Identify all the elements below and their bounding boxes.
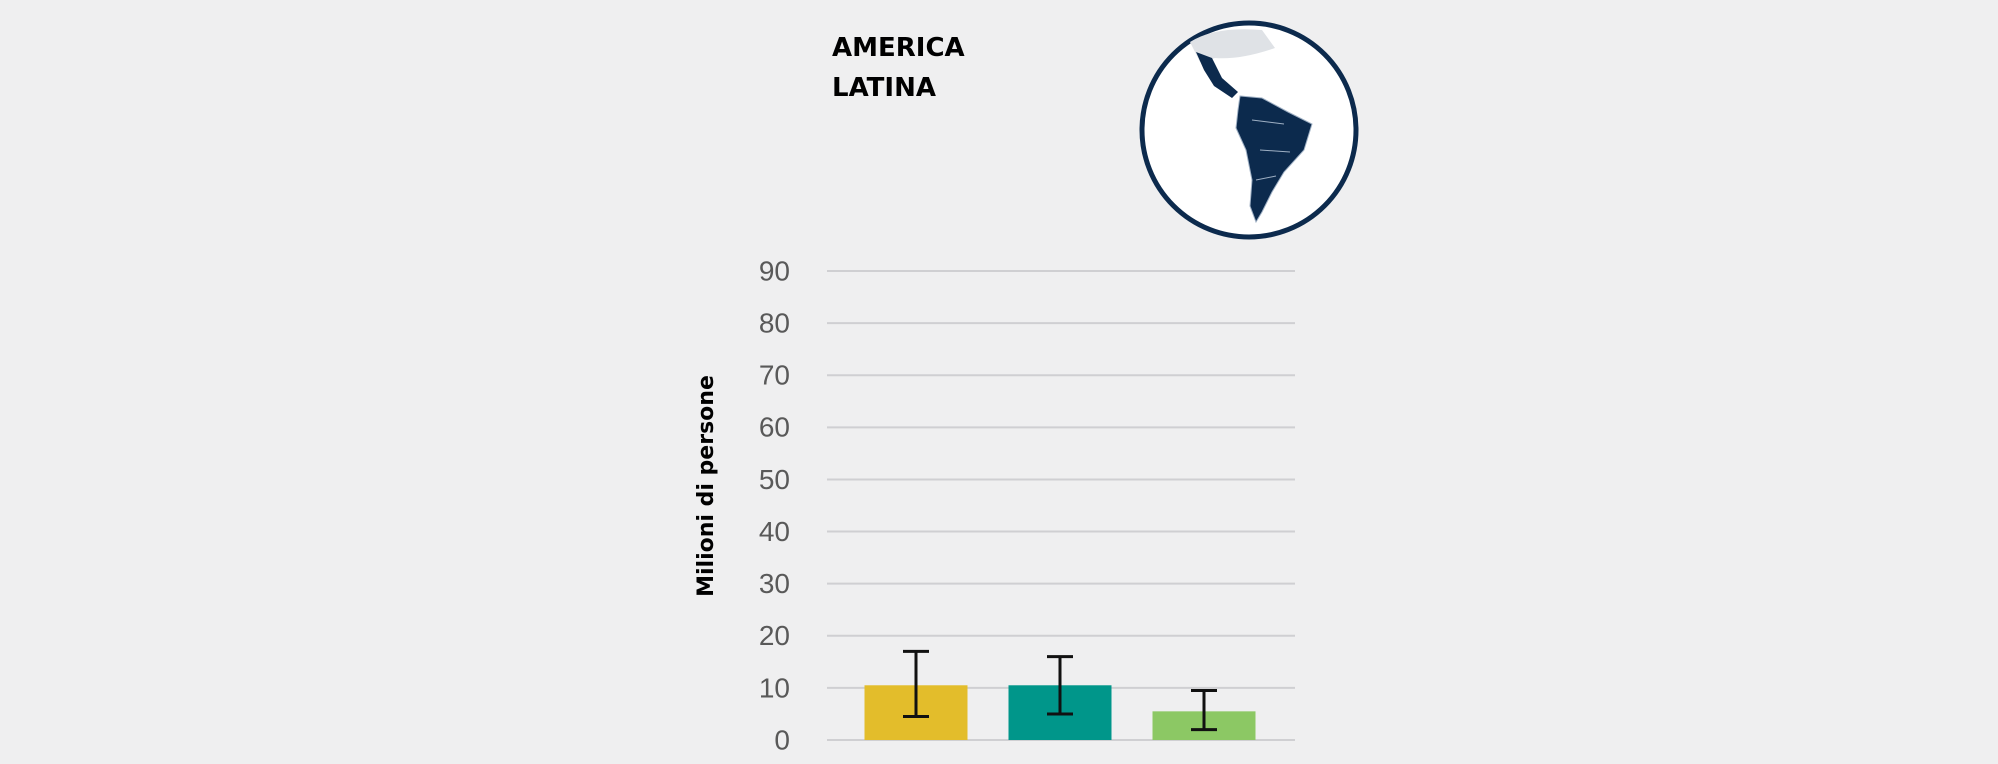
y-axis-label: Milioni di persone <box>694 375 719 597</box>
error-bar <box>903 649 929 719</box>
y-tick-label: 80 <box>759 308 790 339</box>
y-tick-label: 10 <box>759 672 790 703</box>
region-map <box>1139 20 1359 240</box>
y-tick-label: 60 <box>759 412 790 443</box>
y-tick-label: 70 <box>759 360 790 391</box>
y-tick-label: 40 <box>759 516 790 547</box>
y-tick-label: 30 <box>759 568 790 599</box>
chart-title: AMERICA LATINA <box>832 33 965 103</box>
error-bar <box>1191 688 1217 732</box>
error-bar <box>1047 655 1073 716</box>
y-tick-label: 50 <box>759 464 790 495</box>
y-tick-label: 20 <box>759 620 790 651</box>
y-tick-label: 90 <box>759 255 790 286</box>
y-tick-label: 0 <box>774 724 790 755</box>
